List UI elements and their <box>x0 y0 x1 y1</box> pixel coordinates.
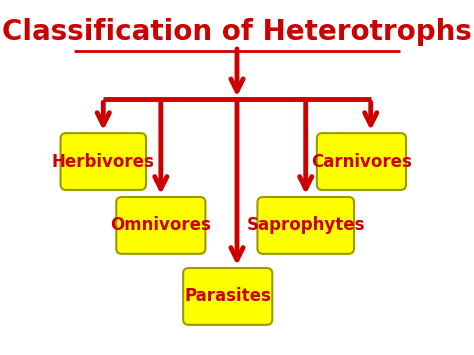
FancyBboxPatch shape <box>183 268 272 325</box>
Text: Omnivores: Omnivores <box>110 217 211 234</box>
Text: Parasites: Parasites <box>184 288 271 305</box>
Text: Classification of Heterotrophs: Classification of Heterotrophs <box>2 18 472 46</box>
FancyBboxPatch shape <box>317 133 406 190</box>
Text: Carnivores: Carnivores <box>311 153 412 170</box>
FancyBboxPatch shape <box>116 197 205 254</box>
Text: Saprophytes: Saprophytes <box>246 217 365 234</box>
FancyBboxPatch shape <box>257 197 354 254</box>
FancyBboxPatch shape <box>61 133 146 190</box>
Text: Herbivores: Herbivores <box>52 153 155 170</box>
